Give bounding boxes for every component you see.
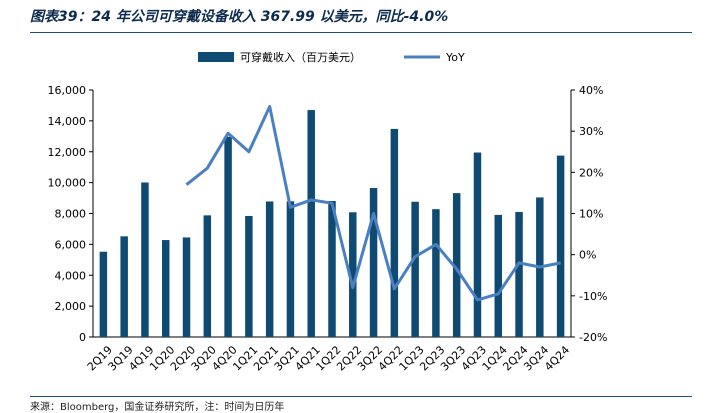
right-tick-label: 30% [579, 125, 603, 138]
revenue-bar [245, 216, 252, 337]
right-tick-label: -20% [579, 331, 607, 344]
revenue-bar [141, 182, 148, 337]
source-note: 来源：Bloomberg，国金证券研究所，注：时间为日历年 [30, 398, 284, 413]
revenue-bar [495, 215, 502, 337]
left-tick-label: 12,000 [48, 146, 87, 159]
left-tick-label: 10,000 [48, 177, 87, 190]
chart-legend: 可穿戴收入（百万美元） YoY [198, 50, 465, 64]
revenue-bar [328, 201, 335, 337]
revenue-bar [100, 252, 107, 337]
legend-bar-swatch [198, 52, 234, 62]
right-tick-label: 40% [579, 84, 603, 97]
revenue-bar [162, 240, 169, 337]
revenue-bar [515, 212, 522, 337]
revenue-bar [287, 201, 294, 337]
right-tick-label: 10% [579, 208, 603, 221]
revenue-bar [391, 129, 398, 337]
left-tick-label: 6,000 [55, 238, 87, 251]
revenue-bar [120, 236, 127, 337]
revenue-bar [266, 201, 273, 337]
revenue-bar [432, 209, 439, 337]
revenue-bar [411, 202, 418, 337]
revenue-bar [370, 188, 377, 337]
axes: 0 2,000 4,000 6,000 8,000 10,000 12,000 14,000 1… [48, 84, 608, 344]
right-tick-label: 20% [579, 166, 603, 179]
x-tick-labels: 2Q193Q194Q191Q202Q203Q204Q201Q212Q213Q21… [85, 343, 572, 373]
left-tick-label: 8,000 [55, 208, 87, 221]
revenue-bar [204, 215, 211, 337]
revenue-bar [224, 137, 231, 337]
footer-divider [30, 396, 692, 397]
bar-series [100, 110, 565, 337]
left-tick-label: 14,000 [48, 115, 87, 128]
left-tick-label: 16,000 [48, 84, 87, 97]
revenue-bar [474, 153, 481, 337]
left-tick-label: 0 [79, 331, 86, 344]
legend-line-label: YoY [445, 51, 465, 64]
revenue-bar [557, 156, 564, 337]
legend-bar-label: 可穿戴收入（百万美元） [240, 50, 361, 64]
left-tick-label: 4,000 [55, 269, 87, 282]
wearable-revenue-chart: 可穿戴收入（百万美元） YoY 0 2,000 4,000 6,000 8,000 10,… [0, 0, 709, 396]
left-tick-label: 2,000 [55, 300, 87, 313]
right-tick-label: 0% [579, 249, 596, 262]
revenue-bar [183, 237, 190, 337]
revenue-bar [307, 110, 314, 337]
right-tick-label: -10% [579, 290, 607, 303]
